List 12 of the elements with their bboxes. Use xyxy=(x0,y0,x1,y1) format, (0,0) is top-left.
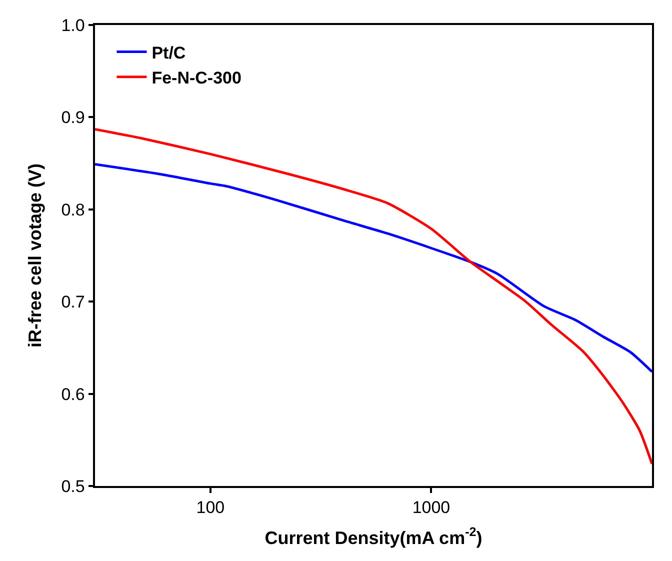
y-tick-label: 0.9 xyxy=(61,108,85,128)
x-tick-label: 100 xyxy=(196,498,225,518)
y-tick-label: 0.8 xyxy=(61,200,85,220)
x-tick-label: 1000 xyxy=(412,498,450,518)
x-axis-title: Current Density(mA cm$^{-2}$) xyxy=(264,525,482,548)
y-tick-label: 0.5 xyxy=(61,476,85,496)
y-tick-label: 1.0 xyxy=(61,16,85,35)
legend-label: Pt/C xyxy=(152,43,186,62)
y-tick-label: 0.7 xyxy=(61,292,85,312)
legend-label: Fe-N-C-300 xyxy=(152,68,242,88)
y-tick-label: 0.6 xyxy=(61,384,85,404)
y-axis-title: iR-free cell votage (V) xyxy=(24,163,45,348)
